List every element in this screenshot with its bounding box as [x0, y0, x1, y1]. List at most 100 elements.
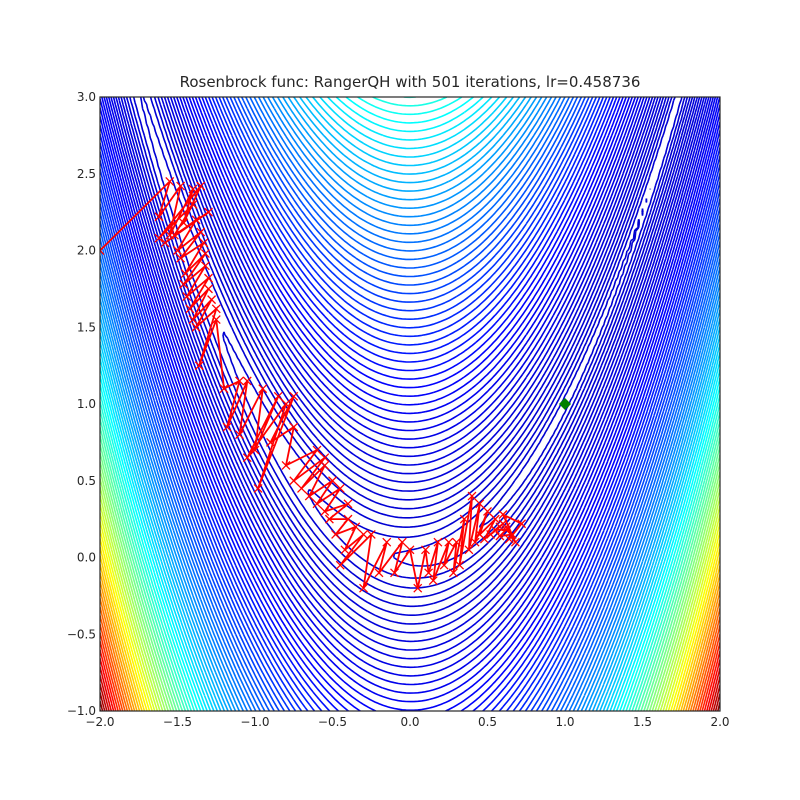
path-point-marker	[320, 453, 330, 463]
path-point-marker	[200, 249, 210, 259]
contour-level	[100, 700, 720, 711]
contour-level	[100, 97, 720, 711]
path-point-marker	[475, 499, 485, 509]
path-point-marker	[433, 537, 443, 547]
path-point-marker	[207, 295, 217, 305]
path-point-marker	[490, 514, 500, 524]
path-point-marker	[165, 176, 175, 186]
contour-level	[100, 641, 720, 711]
contour-lines	[100, 97, 720, 711]
y-tick-label: −1.0	[67, 704, 96, 718]
path-point-marker	[490, 525, 500, 535]
contour-level	[103, 97, 719, 703]
plot-frame	[99, 96, 721, 712]
path-point-marker	[448, 568, 458, 578]
path-point-marker	[421, 545, 430, 555]
contour-level	[123, 97, 701, 634]
contour-level	[100, 478, 720, 711]
path-point-marker	[242, 376, 252, 386]
contour-level	[100, 97, 720, 711]
contour-level	[125, 97, 699, 625]
contour-level	[100, 97, 720, 711]
path-point-marker	[374, 568, 384, 578]
y-tick-label: 3.0	[77, 90, 96, 104]
contour-level	[100, 97, 720, 711]
contour-level	[100, 97, 720, 711]
path-point-marker	[199, 238, 209, 248]
contour-level	[100, 512, 720, 711]
contour-level	[100, 538, 720, 711]
contour-level	[100, 97, 720, 711]
path-point-marker	[312, 499, 322, 509]
contour-level	[100, 97, 720, 711]
x-axis-ticks: −2.0 −1.5 −1.0 −0.5 0.0 0.5 1.0 1.5 2.0	[85, 715, 729, 729]
contour-level	[100, 521, 720, 711]
x-tick-label: 2.0	[710, 715, 729, 729]
contour-level	[100, 435, 720, 711]
minimum-diamond	[559, 398, 571, 410]
y-tick-label: −0.5	[67, 627, 96, 641]
x-tick-label: 1.5	[633, 715, 652, 729]
contour-level	[100, 97, 720, 711]
contour-level	[100, 97, 720, 711]
path-point-marker	[176, 181, 186, 191]
path-point-marker	[405, 545, 415, 555]
path-point-marker	[273, 391, 283, 401]
path-point-marker	[242, 453, 252, 463]
x-tick-label: 0.5	[478, 715, 497, 729]
path-point-marker	[289, 391, 299, 401]
x-tick-label: −0.5	[318, 715, 347, 729]
contour-level	[100, 97, 720, 711]
path-point-marker	[235, 376, 244, 386]
contour-level	[132, 97, 694, 608]
contour-level	[112, 97, 710, 669]
path-point-marker	[250, 445, 260, 455]
contour-level	[100, 418, 720, 711]
path-point-marker	[413, 583, 423, 593]
path-point-marker	[204, 273, 213, 283]
path-point-marker	[191, 215, 201, 225]
path-point-marker	[351, 522, 361, 532]
contour-level	[100, 97, 720, 711]
contour-level	[100, 97, 720, 711]
contour-level	[100, 658, 720, 711]
path-point-marker	[498, 510, 508, 519]
y-tick-label: 1.0	[77, 397, 96, 411]
contour-level	[100, 97, 720, 711]
path-point-marker	[160, 238, 170, 248]
path-point-marker	[258, 384, 268, 394]
path-point-marker	[424, 568, 434, 578]
path-point-marker	[343, 514, 353, 524]
contour-level	[100, 97, 720, 711]
x-tick-label: −1.5	[163, 715, 192, 729]
y-tick-label: 0.5	[77, 474, 96, 488]
contour-level	[100, 97, 720, 711]
contour-level	[100, 606, 720, 711]
contour-level	[100, 546, 720, 711]
path-point-marker	[182, 292, 192, 302]
path-point-marker	[194, 361, 204, 371]
path-point-marker	[359, 583, 368, 593]
path-point-marker	[439, 560, 449, 570]
path-point-marker	[428, 576, 438, 585]
path-point-marker	[266, 437, 275, 447]
path-point-marker	[340, 545, 350, 555]
contour-level	[100, 470, 720, 711]
y-tick-label: 2.5	[77, 167, 96, 181]
path-point-marker	[180, 269, 190, 278]
contour-level	[100, 97, 720, 711]
contour-level	[100, 97, 720, 711]
path-point-marker	[467, 491, 477, 501]
y-tick-label: 0.0	[77, 551, 96, 565]
contour-level	[100, 97, 720, 711]
contour-level	[100, 410, 720, 711]
contour-level	[117, 97, 706, 651]
path-point-marker	[324, 514, 334, 524]
contour-level	[100, 581, 720, 711]
contour-level	[100, 529, 720, 711]
path-point-marker	[281, 460, 291, 470]
path-point-marker	[211, 304, 221, 314]
contour-level	[100, 97, 720, 711]
path-point-marker	[204, 284, 213, 294]
contour-level	[100, 564, 720, 711]
